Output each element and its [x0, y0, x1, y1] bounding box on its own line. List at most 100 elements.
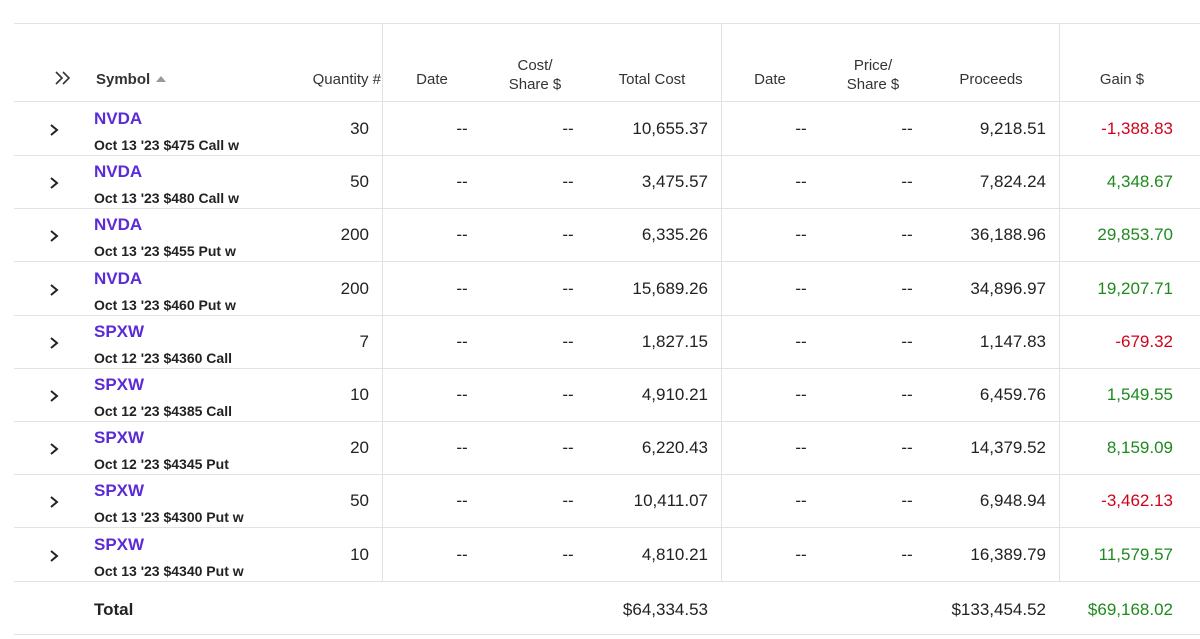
total-cost: 10,655.37	[632, 119, 708, 138]
proceeds: 7,824.24	[979, 172, 1046, 192]
quantity: 7	[359, 331, 369, 351]
expand-row[interactable]	[47, 495, 61, 509]
date: --	[456, 278, 468, 298]
symbol[interactable]: NVDA	[94, 215, 143, 235]
date: --	[456, 225, 468, 245]
column-divider	[382, 24, 383, 581]
proceeds: 1,147.83	[979, 331, 1046, 351]
total-cost: 1,827.15	[641, 331, 708, 351]
bottom-border	[14, 633, 1200, 635]
gain: 8,159.09	[1106, 438, 1173, 458]
cost-per-share: --	[562, 119, 574, 138]
price-per-share: --	[901, 119, 913, 138]
gain: 11,579.57	[1098, 544, 1173, 564]
expand-row[interactable]	[47, 336, 61, 350]
gain: -3,462.13	[1101, 491, 1173, 511]
row-border	[14, 527, 1200, 529]
column-header[interactable]: Date	[416, 71, 448, 88]
column-header[interactable]: Date	[754, 71, 786, 88]
gain: -1,388.83	[1101, 119, 1173, 138]
symbol[interactable]: SPXW	[94, 534, 145, 554]
quantity: 200	[340, 225, 369, 245]
symbol[interactable]: NVDA	[94, 162, 143, 182]
description: Oct 13 '23 $4340 Put w	[94, 562, 244, 579]
expand-row[interactable]	[47, 549, 61, 563]
date: --	[795, 331, 807, 351]
column-divider	[1059, 24, 1060, 581]
symbol[interactable]: SPXW	[94, 428, 145, 448]
total-proceeds: $133,454.52	[951, 599, 1046, 619]
proceeds: 34,896.97	[970, 278, 1046, 298]
date: --	[795, 385, 807, 404]
date: --	[795, 172, 807, 192]
description: Oct 13 '23 $4300 Put w	[94, 509, 244, 526]
total-cost: 15,689.26	[632, 278, 708, 298]
description: Oct 13 '23 $455 Put w	[94, 243, 236, 260]
column-divider	[721, 24, 722, 581]
quantity: 50	[350, 491, 369, 511]
symbol[interactable]: SPXW	[94, 481, 145, 501]
cost-per-share: --	[562, 385, 574, 404]
gain: 29,853.70	[1097, 225, 1173, 245]
sort-arrow	[156, 76, 166, 82]
symbol[interactable]: SPXW	[94, 375, 145, 394]
cost-per-share: --	[562, 438, 574, 458]
expand-row[interactable]	[47, 442, 61, 456]
proceeds: 6,948.94	[979, 491, 1046, 511]
column-header[interactable]: Proceeds	[959, 71, 1023, 88]
column-header[interactable]: Total Cost	[618, 71, 686, 88]
cost-per-share: --	[562, 278, 574, 298]
quantity: 10	[350, 544, 369, 564]
expand-row[interactable]	[47, 123, 61, 137]
expand-row[interactable]	[47, 176, 61, 190]
row-border	[14, 155, 1200, 156]
symbol[interactable]: NVDA	[94, 268, 143, 288]
price-per-share: --	[901, 438, 913, 458]
price-per-share: --	[901, 225, 913, 245]
total-cost: 6,220.43	[641, 438, 708, 458]
total-label: Total	[94, 599, 134, 619]
gain: 4,348.67	[1106, 172, 1173, 192]
date: --	[456, 438, 468, 458]
proceeds: 6,459.76	[979, 385, 1046, 404]
description: Oct 12 '23 $4385 Call	[94, 403, 232, 419]
quantity: 30	[350, 119, 369, 138]
gain: 19,207.71	[1097, 278, 1173, 298]
date: --	[795, 225, 807, 245]
row-border	[14, 580, 1200, 582]
date: --	[456, 385, 468, 404]
date: --	[456, 331, 468, 351]
total-cost: 3,475.57	[641, 172, 708, 192]
symbol[interactable]: SPXW	[94, 321, 145, 341]
total-cost: $64,334.53	[622, 599, 708, 619]
total-cost: 10,411.07	[633, 491, 708, 511]
column-header[interactable]: Cost/ Share $	[508, 57, 562, 93]
price-per-share: --	[901, 544, 913, 564]
proceeds: 16,389.79	[970, 544, 1046, 564]
date: --	[795, 119, 807, 138]
expand-row[interactable]	[47, 283, 61, 297]
date: --	[456, 172, 468, 192]
header-border	[14, 101, 1200, 102]
total-cost: 4,910.21	[641, 385, 708, 404]
total-cost: 4,810.21	[641, 544, 708, 564]
column-header[interactable]: Gain $	[1099, 71, 1145, 88]
row-border	[14, 474, 1200, 476]
expand-all-icon[interactable]	[54, 70, 72, 86]
column-header[interactable]: Symbol	[96, 71, 151, 88]
cost-per-share: --	[562, 491, 574, 511]
column-header[interactable]: Quantity #	[312, 71, 381, 88]
price-per-share: --	[901, 331, 913, 351]
date: --	[795, 438, 807, 458]
date: --	[456, 119, 468, 138]
description: Oct 12 '23 $4345 Put	[94, 456, 229, 473]
price-per-share: --	[901, 385, 913, 404]
price-per-share: --	[901, 491, 913, 511]
symbol[interactable]: NVDA	[94, 109, 143, 128]
expand-row[interactable]	[47, 229, 61, 243]
date: --	[795, 491, 807, 511]
row-border	[14, 314, 1200, 316]
column-header[interactable]: Price/ Share $	[846, 57, 900, 93]
expand-row[interactable]	[47, 389, 61, 403]
